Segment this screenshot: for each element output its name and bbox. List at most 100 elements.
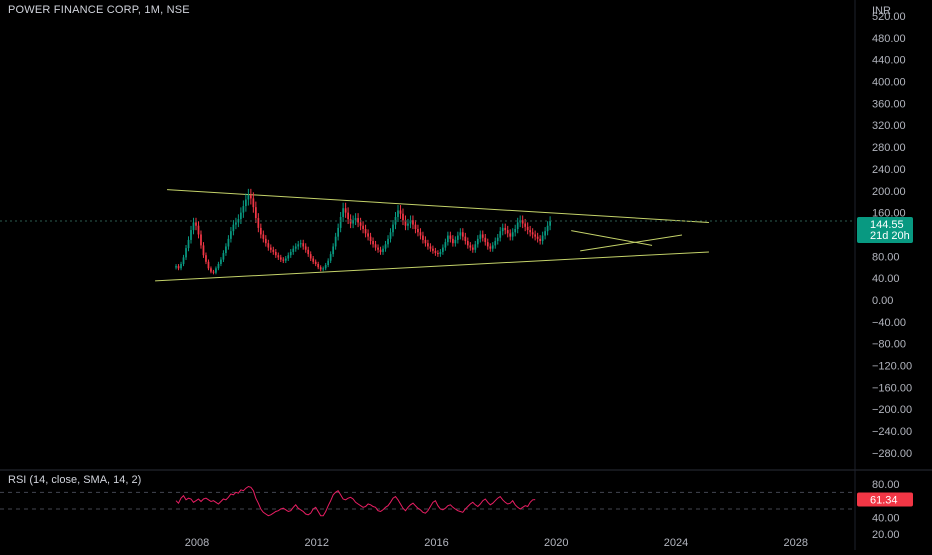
candle-body[interactable] [454,239,457,244]
candle-body[interactable] [274,251,277,256]
trendlines[interactable] [155,189,709,282]
candlestick-series[interactable] [175,188,551,275]
candle-body[interactable] [342,208,345,217]
candle-body[interactable] [484,237,487,243]
candle-body[interactable] [337,227,340,237]
candle-body[interactable] [334,236,337,247]
trendline-inner-falling[interactable] [571,230,653,246]
candle-body[interactable] [469,245,472,248]
candle-body[interactable] [299,243,302,245]
candle-body[interactable] [479,234,482,239]
candle-body[interactable] [529,230,532,233]
candle-body[interactable] [422,235,424,240]
candle-body[interactable] [387,238,389,245]
candle-body[interactable] [312,258,315,262]
candle-body[interactable] [544,231,546,236]
candle-body[interactable] [417,229,419,233]
candle-body[interactable] [297,244,300,247]
trendline-upper[interactable] [167,189,709,223]
candle-body[interactable] [427,243,429,247]
candle-body[interactable] [459,232,462,236]
candle-body[interactable] [269,247,272,250]
candle-body[interactable] [372,241,374,245]
candle-body[interactable] [267,243,270,248]
candle-body[interactable] [509,233,512,237]
candle-body[interactable] [339,216,342,228]
candle-body[interactable] [292,248,295,252]
candle-body[interactable] [549,221,551,226]
candle-body[interactable] [240,212,242,220]
candle-body[interactable] [402,213,404,221]
candle-body[interactable] [496,237,499,242]
candle-body[interactable] [486,242,489,247]
candle-body[interactable] [501,227,504,232]
candle-body[interactable] [264,238,267,244]
candle-body[interactable] [244,199,247,207]
candle-body[interactable] [516,222,519,229]
candle-body[interactable] [476,238,479,245]
candle-body[interactable] [322,268,325,270]
candle-body[interactable] [464,236,467,242]
candle-body[interactable] [449,235,452,239]
candle-body[interactable] [205,255,207,262]
candle-body[interactable] [474,244,477,250]
candle-body[interactable] [409,220,412,224]
candle-body[interactable] [279,257,282,260]
candle-body[interactable] [314,261,317,264]
candle-body[interactable] [329,254,332,261]
candle-body[interactable] [412,220,414,225]
candle-body[interactable] [429,246,432,249]
candle-body[interactable] [344,208,347,213]
candle-body[interactable] [382,248,384,252]
candle-body[interactable] [524,223,527,227]
candle-body[interactable] [294,246,297,249]
candle-body[interactable] [499,231,502,238]
candle-body[interactable] [506,230,509,234]
candle-body[interactable] [192,222,195,231]
candle-body[interactable] [354,218,357,221]
candle-body[interactable] [419,232,422,236]
candle-body[interactable] [526,226,529,231]
candle-body[interactable] [442,247,444,252]
candle-body[interactable] [190,230,192,240]
candle-body[interactable] [437,253,439,255]
candle-body[interactable] [207,261,210,269]
candle-body[interactable] [262,234,265,239]
candle-body[interactable] [180,263,182,269]
candle-body[interactable] [494,241,497,246]
candle-body[interactable] [434,250,437,254]
candle-body[interactable] [177,266,180,269]
candle-body[interactable] [384,244,387,249]
candle-body[interactable] [175,266,177,268]
candle-body[interactable] [324,265,327,269]
candle-body[interactable] [392,224,394,233]
candle-body[interactable] [514,229,517,233]
candle-body[interactable] [397,210,399,217]
candle-body[interactable] [481,234,484,238]
candle-body[interactable] [257,218,260,228]
candle-body[interactable] [235,222,237,225]
candle-body[interactable] [489,246,492,249]
candle-body[interactable] [491,245,494,249]
candle-body[interactable] [546,225,549,232]
candle-body[interactable] [432,248,434,251]
candle-body[interactable] [327,260,330,266]
candle-body[interactable] [247,195,250,200]
candle-body[interactable] [504,227,507,231]
candle-body[interactable] [424,239,427,244]
candle-body[interactable] [364,229,367,234]
candle-body[interactable] [456,235,459,240]
candle-body[interactable] [404,220,407,226]
candle-body[interactable] [210,268,212,272]
candle-body[interactable] [352,220,354,224]
candle-body[interactable] [304,246,307,250]
candle-body[interactable] [307,249,310,255]
candle-body[interactable] [182,257,185,264]
candle-body[interactable] [289,251,292,256]
candle-body[interactable] [369,236,372,242]
candle-body[interactable] [187,239,190,249]
candle-body[interactable] [252,198,255,208]
candle-body[interactable] [242,206,245,213]
candle-body[interactable] [367,233,369,237]
